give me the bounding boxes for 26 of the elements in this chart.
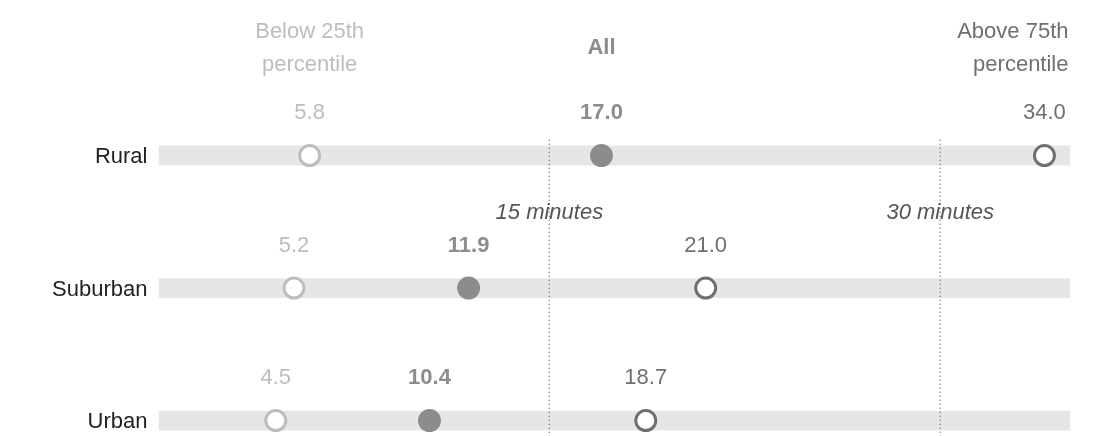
data-label: 21.0	[684, 231, 728, 257]
ref-line-label: 15 minutes	[495, 198, 604, 224]
data-label: 5.2	[278, 231, 310, 257]
point	[457, 276, 481, 300]
data-label: 10.4	[408, 364, 452, 390]
point	[589, 144, 613, 168]
data-label: 5.8	[294, 99, 325, 125]
y-tick-label: Rural	[94, 143, 148, 169]
data-label: 4.5	[260, 364, 292, 390]
point	[282, 276, 306, 300]
data-label: 34.0	[1023, 99, 1066, 125]
y-tick-label: Urban	[87, 408, 148, 434]
ref-line-label: 30 minutes	[886, 198, 995, 224]
text: All	[587, 34, 616, 60]
text: Above 75th percentile	[957, 18, 1069, 76]
data-label: 17.0	[580, 99, 623, 125]
point	[634, 409, 658, 433]
point	[264, 409, 288, 433]
text: Below 25th percentile	[255, 18, 365, 76]
point	[417, 409, 441, 433]
data-label: 11.9	[447, 231, 490, 257]
point	[298, 144, 322, 168]
y-tick-label: Suburban	[52, 275, 148, 301]
point	[694, 276, 718, 300]
data-label: 18.7	[624, 364, 668, 390]
point	[1032, 144, 1056, 168]
